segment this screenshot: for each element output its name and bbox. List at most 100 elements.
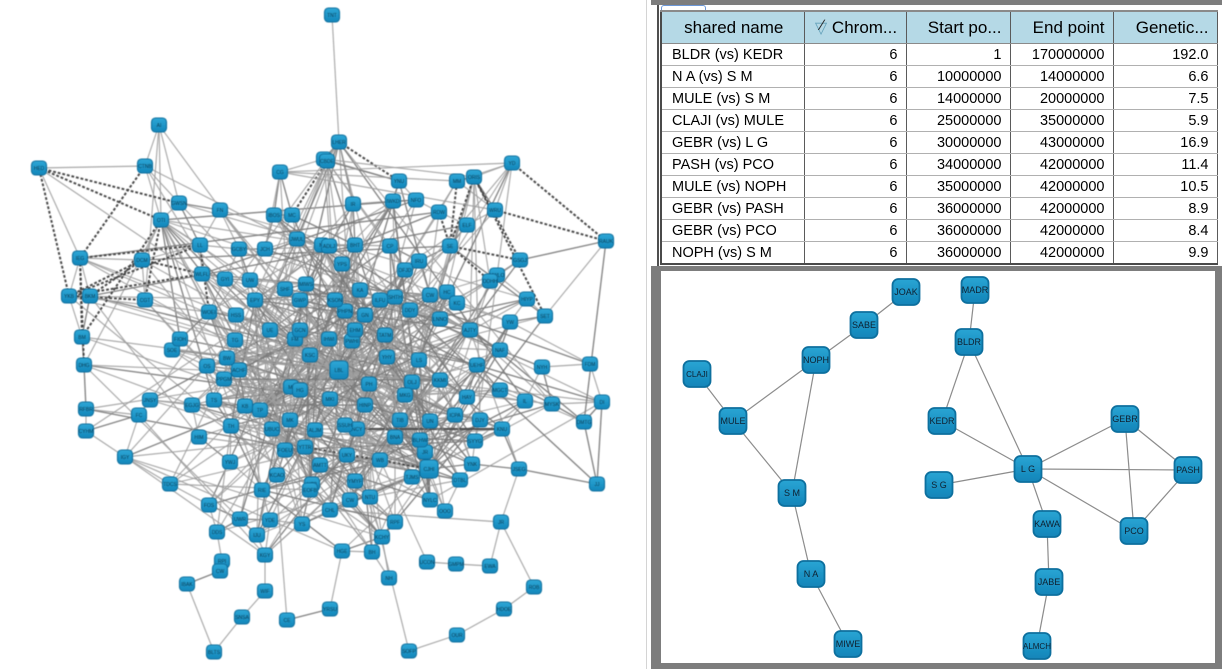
- svg-text:UBUC: UBUC: [265, 427, 280, 433]
- svg-text:JJ: JJ: [595, 482, 601, 488]
- svg-text:YDE: YDE: [265, 518, 276, 524]
- svg-text:OUR: OUR: [451, 633, 463, 639]
- svg-text:SET: SET: [540, 314, 550, 320]
- svg-text:NH: NH: [385, 576, 393, 582]
- svg-text:PHPN: PHPN: [338, 309, 352, 315]
- svg-text:WOEI: WOEI: [202, 310, 215, 316]
- svg-text:CW: CW: [216, 569, 225, 575]
- svg-text:DDS: DDS: [212, 530, 223, 536]
- svg-text:PASH: PASH: [1176, 465, 1200, 475]
- svg-text:YPS: YPS: [337, 262, 348, 268]
- svg-text:SHF: SHF: [280, 287, 290, 293]
- svg-text:IL: IL: [523, 399, 527, 405]
- svg-text:N A: N A: [804, 569, 819, 579]
- svg-text:BKM: BKM: [85, 294, 96, 300]
- svg-text:TIB: TIB: [396, 418, 404, 424]
- svg-text:GWP: GWP: [294, 298, 307, 304]
- svg-text:JNSY: JNSY: [144, 398, 157, 404]
- svg-text:S M: S M: [784, 488, 800, 498]
- svg-text:CLAJI: CLAJI: [686, 370, 708, 379]
- svg-text:SABE: SABE: [852, 320, 876, 330]
- svg-text:TDCS: TDCS: [163, 482, 177, 488]
- svg-text:HGE: HGE: [337, 549, 349, 555]
- svg-text:RAUK: RAUK: [599, 239, 614, 245]
- svg-text:DFJD: DFJD: [399, 268, 412, 274]
- svg-text:KEDR: KEDR: [929, 416, 955, 426]
- svg-text:KCHY: KCHY: [375, 535, 390, 541]
- svg-text:FN: FN: [217, 208, 224, 214]
- svg-text:GWSN: GWSN: [171, 201, 187, 207]
- svg-text:OS: OS: [203, 364, 211, 370]
- svg-text:YHY: YHY: [382, 355, 393, 361]
- svg-text:MYSK: MYSK: [545, 402, 560, 408]
- svg-text:JCH: JCH: [260, 247, 270, 253]
- svg-text:YTTR: YTTR: [298, 445, 311, 451]
- svg-text:OOO: OOO: [439, 509, 451, 515]
- svg-text:IHWI: IHWI: [323, 337, 334, 343]
- svg-text:KSON: KSON: [328, 298, 343, 304]
- svg-text:NCY: NCY: [352, 427, 363, 433]
- svg-text:KSC: KSC: [305, 353, 316, 359]
- svg-text:SE: SE: [447, 244, 454, 250]
- svg-text:HIYP: HIYP: [521, 297, 533, 303]
- svg-text:GCN: GCN: [294, 328, 306, 334]
- svg-text:HIM: HIM: [194, 435, 203, 441]
- svg-text:MC: MC: [288, 213, 296, 219]
- svg-text:RFBR: RFBR: [79, 407, 93, 413]
- svg-text:KB: KB: [242, 404, 249, 410]
- svg-text:YWJ: YWJ: [225, 460, 236, 466]
- svg-text:TNT: TNT: [327, 13, 337, 19]
- svg-text:FDM: FDM: [585, 362, 596, 368]
- svg-text:UKY: UKY: [342, 453, 353, 459]
- svg-text:JABE: JABE: [1038, 577, 1061, 587]
- svg-text:BLHW: BLHW: [413, 438, 428, 444]
- svg-text:BLTS: BLTS: [208, 650, 221, 656]
- svg-text:ORIS: ORIS: [468, 175, 481, 181]
- svg-text:IR: IR: [351, 202, 356, 208]
- svg-text:CE: CE: [284, 618, 292, 624]
- svg-text:SSUH: SSUH: [338, 423, 352, 429]
- svg-text:S G: S G: [931, 480, 947, 490]
- svg-text:DMTG: DMTG: [577, 420, 592, 426]
- svg-text:ICPA: ICPA: [449, 413, 461, 419]
- svg-text:OTI: OTI: [157, 218, 165, 224]
- svg-text:ROB: ROB: [529, 585, 541, 591]
- svg-text:BH: BH: [369, 550, 376, 556]
- svg-text:CTNB: CTNB: [138, 164, 152, 170]
- svg-text:ACHF: ACHF: [232, 368, 246, 374]
- svg-text:MI: MI: [288, 385, 294, 391]
- svg-text:TH: TH: [228, 424, 235, 430]
- svg-text:FIOH: FIOH: [174, 337, 186, 343]
- svg-text:HG: HG: [296, 388, 304, 394]
- svg-text:JWUL: JWUL: [290, 237, 304, 243]
- svg-text:IWKD: IWKD: [386, 199, 399, 205]
- svg-text:EHM: EHM: [349, 328, 360, 334]
- svg-text:NYH: NYH: [537, 365, 548, 371]
- svg-text:CW: CW: [426, 293, 435, 299]
- svg-text:YNK: YNK: [467, 462, 478, 468]
- svg-text:WLFL: WLFL: [195, 272, 209, 278]
- svg-text:FM: FM: [291, 337, 298, 343]
- svg-text:KNU: KNU: [497, 427, 508, 433]
- svg-text:MKG: MKG: [399, 393, 411, 399]
- svg-text:DJY: DJY: [475, 418, 485, 424]
- svg-text:SHTH: SHTH: [388, 295, 402, 301]
- svg-text:DCM: DCM: [136, 258, 147, 264]
- svg-text:CJHI: CJHI: [423, 467, 434, 473]
- svg-text:LL: LL: [197, 243, 203, 249]
- svg-text:UE: UE: [267, 328, 275, 334]
- svg-text:KKMI: KKMI: [434, 378, 446, 384]
- svg-text:EWA: EWA: [484, 564, 496, 570]
- svg-text:MM: MM: [453, 179, 461, 185]
- svg-text:YW: YW: [506, 320, 514, 326]
- svg-text:DDY: DDY: [405, 308, 416, 314]
- svg-text:IRU: IRU: [415, 259, 424, 265]
- svg-text:AJTY: AJTY: [464, 328, 477, 334]
- svg-text:HSS: HSS: [231, 313, 242, 319]
- svg-text:SOE: SOE: [167, 348, 178, 354]
- svg-text:ALMCH: ALMCH: [1023, 642, 1051, 651]
- svg-text:PWHI: PWHI: [345, 339, 358, 345]
- svg-text:NYLC: NYLC: [423, 498, 437, 504]
- svg-text:JOAK: JOAK: [894, 287, 918, 297]
- svg-text:MIWS: MIWS: [299, 282, 313, 288]
